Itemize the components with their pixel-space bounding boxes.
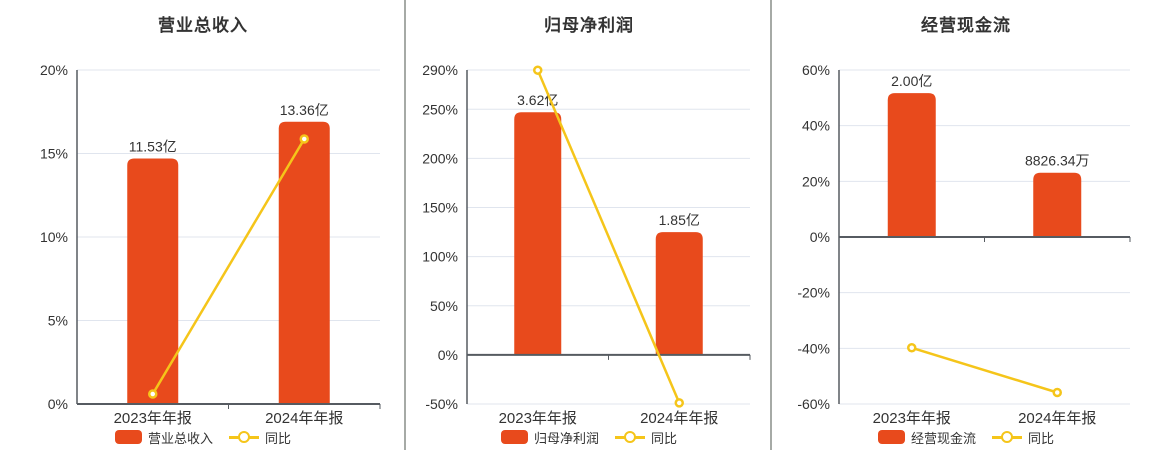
net-profit-chart-plot: 290%250%200%150%100%50%0%-50%3.62亿1.85亿2…	[422, 62, 751, 427]
y-tick-label: 60%	[802, 62, 830, 78]
bar-swatch-icon	[114, 430, 142, 444]
legend-net-profit: 归母净利润 同比	[406, 428, 772, 446]
bar-2023年年报[interactable]	[887, 93, 936, 237]
yoy-point-2023年年报[interactable]	[148, 389, 158, 399]
y-tick-label: 250%	[422, 101, 458, 117]
panel-divider	[770, 0, 772, 450]
bar-2024年年报[interactable]	[278, 121, 330, 405]
legend-label: 经营现金流	[910, 430, 976, 446]
bar-2023年年报[interactable]	[514, 112, 562, 355]
y-tick-label: 40%	[802, 118, 830, 134]
yoy-line	[151, 138, 306, 395]
y-tick-label: 100%	[422, 249, 458, 265]
bar-value-label: 13.36亿	[280, 102, 329, 118]
cash-flow-chart-panel: 经营现金流 60% 40% 20% 0% -20% -40% -60% 2.00亿 8826.3…	[772, 0, 1160, 450]
y-tick-label: 10%	[40, 229, 68, 245]
line-marker-icon	[615, 430, 645, 444]
y-tick-label: -50%	[425, 396, 458, 412]
bar-value-label: 1.85亿	[659, 212, 700, 228]
x-category-label: 2023年年报	[114, 410, 192, 427]
line-marker-icon	[992, 430, 1022, 444]
x-category-label: 2024年年报	[265, 410, 343, 427]
legend-label: 同比	[265, 430, 292, 446]
chart-title-cash-flow: 经营现金流	[921, 16, 1011, 35]
x-category-label: 2023年年报	[499, 410, 577, 427]
legend-label: 同比	[1028, 430, 1055, 446]
chart-title-net-profit: 归母净利润	[544, 16, 634, 35]
bar-swatch-icon	[500, 430, 528, 444]
revenue-chart-plot: 20% 15% 10% 5% 0% 11.53亿 13.36亿 2023年年报 2024年年报	[40, 62, 381, 427]
legend-item-net-profit-yoy[interactable]: 同比	[615, 428, 677, 447]
bar-swatch-icon	[877, 430, 905, 444]
y-tick-label: 0%	[438, 347, 458, 363]
y-tick-label: 5%	[48, 313, 68, 329]
bar-2023年年报[interactable]	[127, 158, 179, 404]
legend-ring-icon	[624, 431, 636, 443]
y-tick-label: -60%	[797, 396, 830, 412]
bar-2024年年报[interactable]	[1033, 172, 1082, 237]
y-tick-label: 290%	[422, 62, 458, 78]
yoy-point-2024年年报[interactable]	[1052, 387, 1062, 398]
legend-item-cash-flow-yoy[interactable]: 同比	[992, 428, 1054, 447]
yoy-line	[911, 346, 1058, 394]
y-tick-label: 0%	[48, 396, 68, 412]
bar-value-label: 8826.34万	[1025, 153, 1090, 169]
legend-item-revenue-bar[interactable]: 营业总收入	[114, 428, 213, 447]
x-category-label: 2024年年报	[1018, 410, 1096, 427]
chart-title-revenue: 营业总收入	[158, 16, 248, 35]
y-tick-label: -20%	[797, 285, 830, 301]
revenue-chart-panel: 营业总收入 20% 15% 10% 5% 0% 11.53亿 13.36亿 2023年年报 20…	[0, 0, 406, 450]
legend-label: 归母净利润	[533, 430, 599, 446]
y-tick-label: 20%	[802, 173, 830, 189]
bar-value-label: 2.00亿	[891, 73, 932, 89]
y-tick-label: 20%	[40, 62, 68, 78]
x-category-label: 2024年年报	[640, 410, 718, 427]
legend-item-net-profit-bar[interactable]: 归母净利润	[500, 428, 599, 447]
legend-ring-icon	[238, 431, 250, 443]
y-tick-label: 50%	[430, 298, 458, 314]
y-tick-label: 150%	[422, 200, 458, 216]
yoy-point-2023年年报[interactable]	[907, 343, 917, 353]
legend-item-revenue-yoy[interactable]: 同比	[229, 428, 291, 447]
bar-2024年年报[interactable]	[655, 232, 703, 355]
x-category-label: 2023年年报	[873, 410, 951, 427]
legend-revenue: 营业总收入 同比	[0, 428, 406, 446]
yoy-line	[536, 69, 681, 404]
y-tick-label: -40%	[797, 340, 830, 356]
legend-item-cash-flow-bar[interactable]: 经营现金流	[877, 428, 976, 447]
legend-ring-icon	[1001, 431, 1013, 443]
y-tick-label: 15%	[40, 146, 68, 162]
legend-label: 同比	[651, 430, 678, 446]
legend-label: 营业总收入	[147, 430, 213, 446]
net-profit-chart-panel: 归母净利润 290% 250% 200% 150% 100% 50% 0% -50% 3.62亿…	[406, 0, 772, 450]
yoy-point-2024年年报[interactable]	[674, 398, 684, 408]
line-marker-icon	[229, 430, 259, 444]
bar-value-label: 11.53亿	[129, 139, 177, 155]
panel-divider	[404, 0, 406, 450]
yoy-point-2023年年报[interactable]	[533, 65, 543, 75]
y-tick-label: 200%	[422, 150, 458, 166]
cash-flow-chart-plot: 60% 40% 20% 0% -20% -40% -60% 2.00亿 8826.34万 2023…	[797, 62, 1131, 427]
legend-cash-flow: 经营现金流 同比	[772, 428, 1160, 446]
yoy-point-2024年年报[interactable]	[299, 134, 309, 144]
y-tick-label: 0%	[810, 229, 830, 245]
